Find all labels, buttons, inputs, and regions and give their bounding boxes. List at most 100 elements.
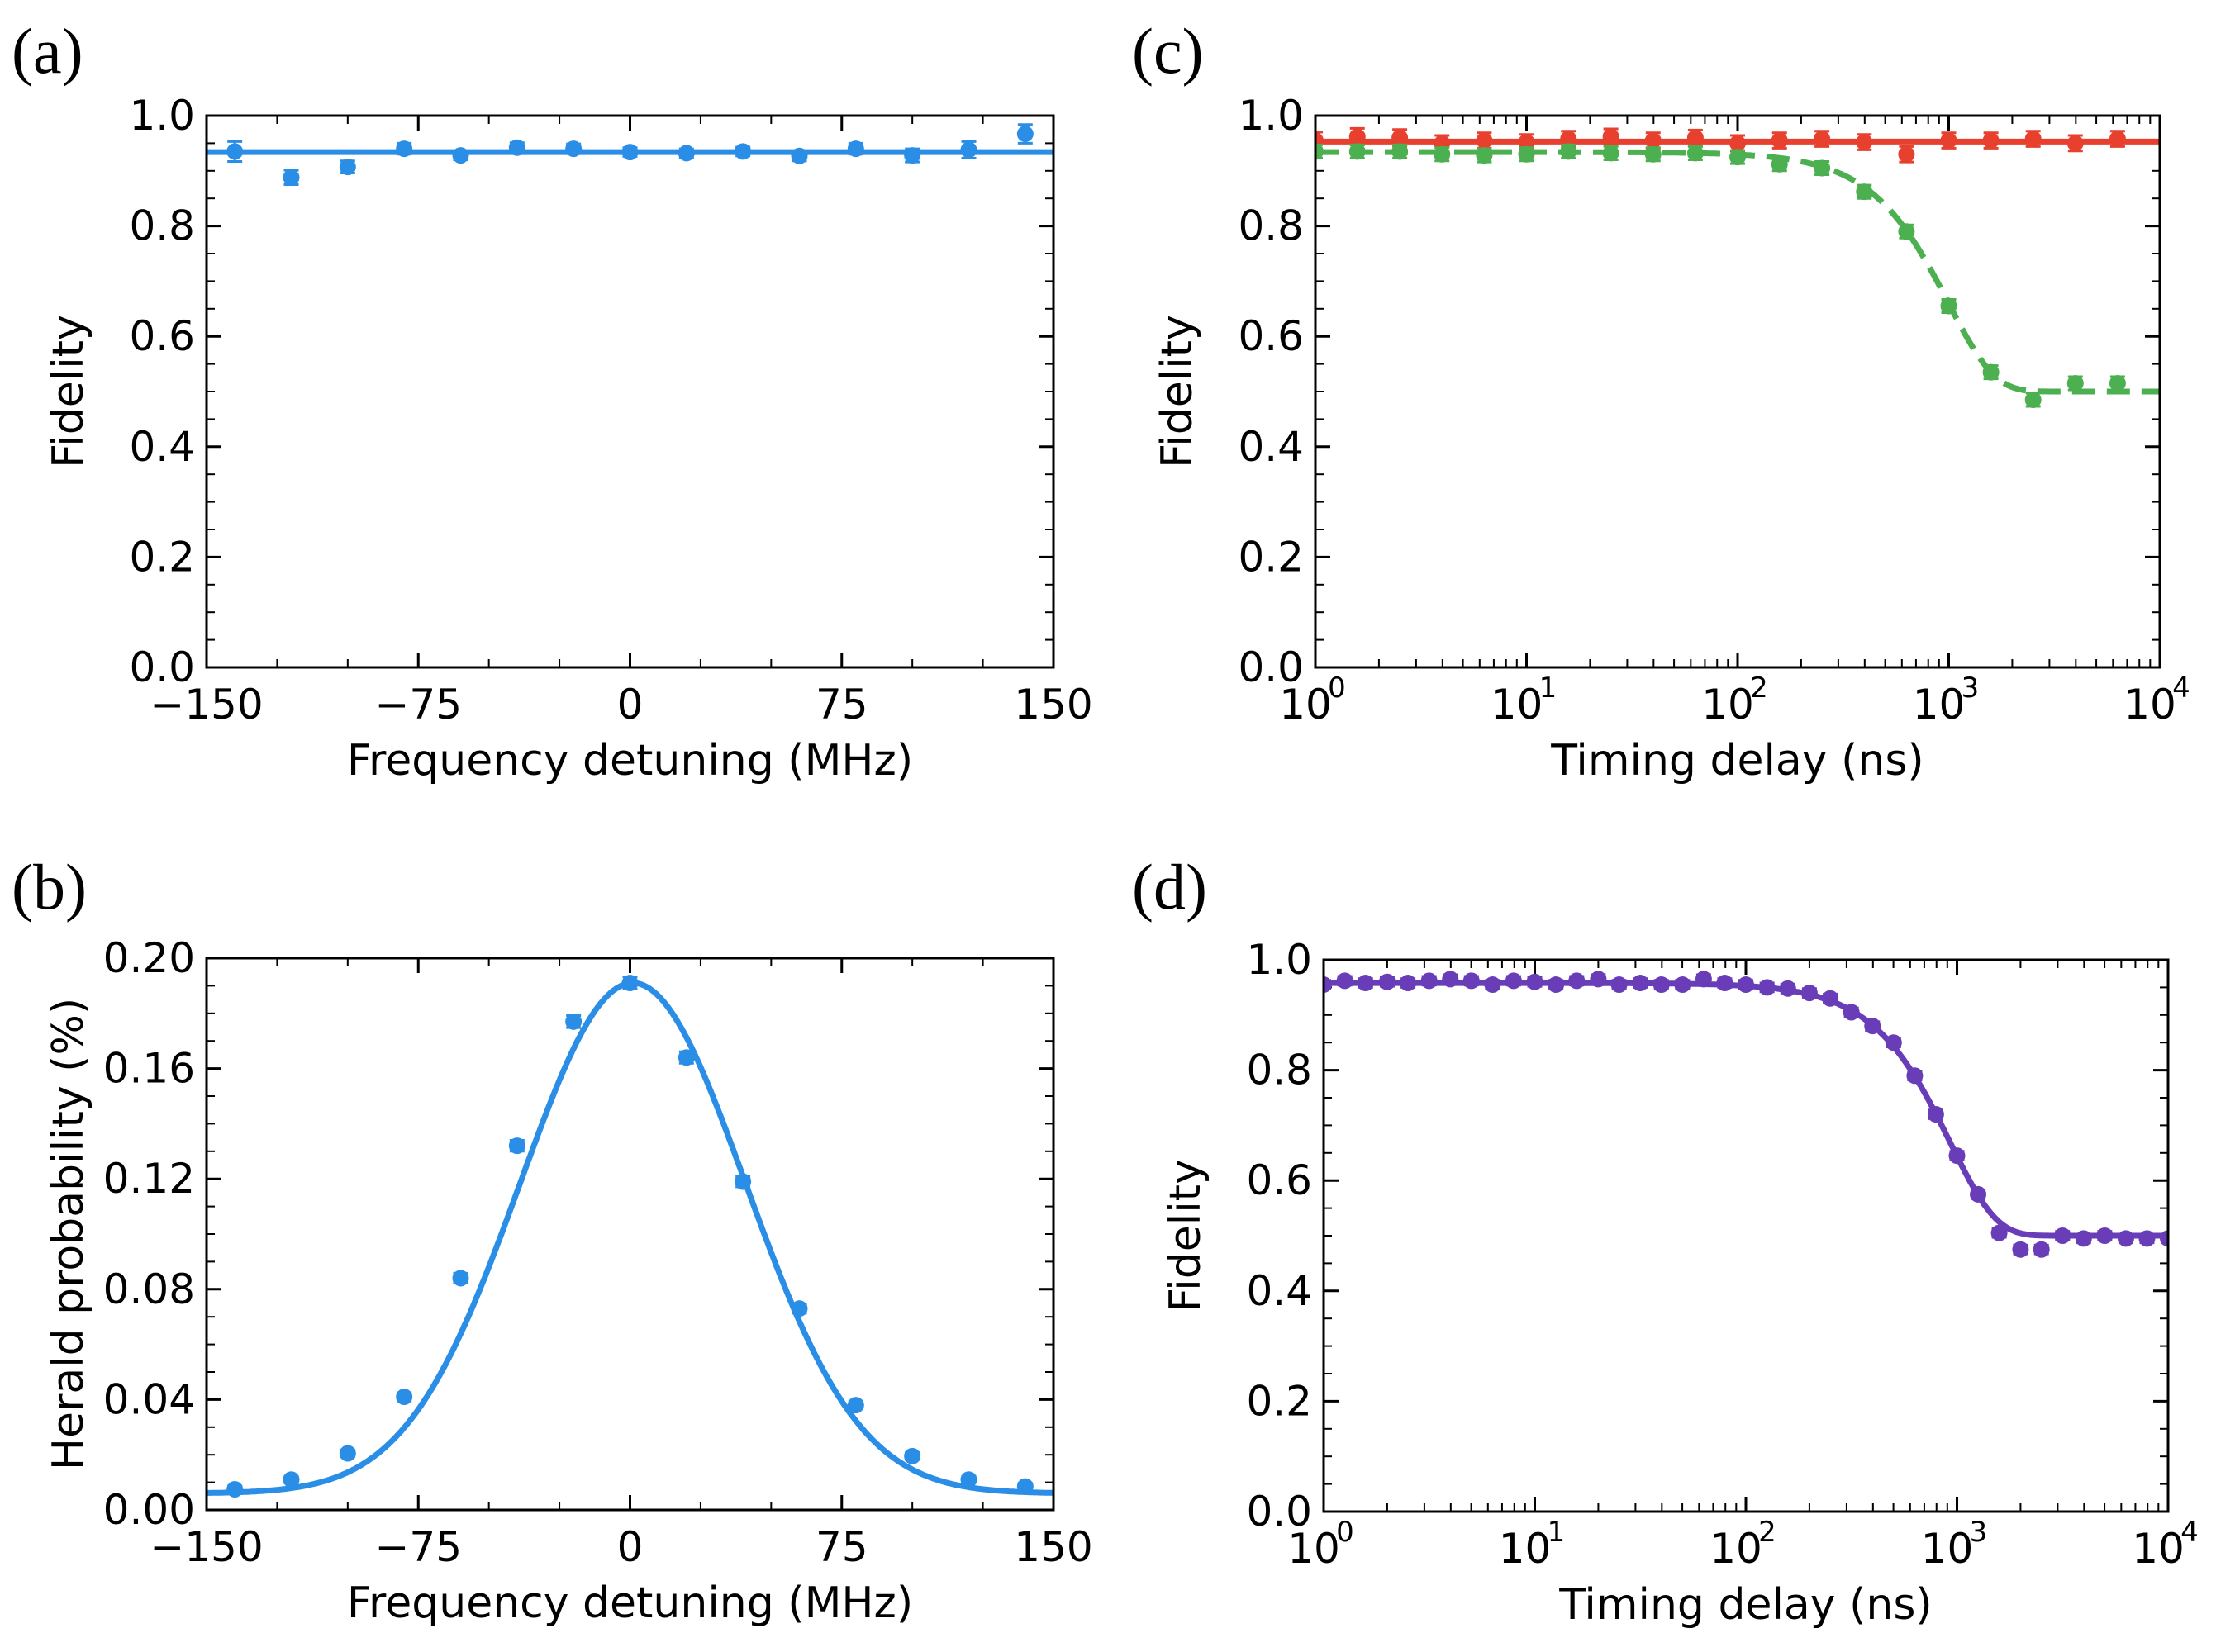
x-tick-label: −75 bbox=[374, 1523, 462, 1571]
fidelity-data-point bbox=[904, 147, 921, 164]
herald-data-point bbox=[847, 1397, 864, 1414]
fidelity-data-point bbox=[678, 145, 695, 162]
x-tick-label-exponent: 0 bbox=[1336, 1516, 1354, 1549]
green-data-point bbox=[1940, 297, 1957, 315]
herald-data-point bbox=[1016, 1478, 1034, 1495]
fidelity-data-point bbox=[452, 147, 469, 164]
panel-label: (b) bbox=[12, 851, 87, 923]
fidelity-data-point bbox=[621, 144, 639, 161]
purple-data-point bbox=[1590, 971, 1607, 988]
purple-data-point bbox=[1336, 972, 1353, 990]
herald-data-point bbox=[678, 1049, 695, 1066]
purple-data-point bbox=[1990, 1224, 2008, 1241]
purple-data-point bbox=[1400, 975, 1417, 992]
x-tick-label: 75 bbox=[816, 681, 868, 729]
green-data-point bbox=[1434, 145, 1451, 163]
green-data-point bbox=[1315, 143, 1324, 160]
red-data-point bbox=[1856, 134, 1873, 151]
y-tick-label: 0.4 bbox=[1246, 1267, 1312, 1315]
fidelity-data-point bbox=[283, 169, 300, 186]
purple-data-point bbox=[1800, 985, 1818, 1002]
purple-data-point bbox=[1779, 980, 1796, 997]
green-data-point bbox=[1771, 155, 1788, 173]
purple-data-point bbox=[1864, 1018, 1881, 1035]
purple-data-point bbox=[1738, 976, 1754, 994]
y-tick-label: 0.6 bbox=[129, 312, 195, 360]
x-tick-label-exponent: 3 bbox=[1970, 1516, 1988, 1549]
fidelity-data-point bbox=[960, 141, 977, 159]
y-axis-label: Herald probability (%) bbox=[44, 998, 93, 1470]
red-data-point bbox=[1729, 135, 1746, 152]
x-tick-label: −150 bbox=[150, 1523, 263, 1571]
purple-data-point bbox=[1632, 975, 1649, 992]
red-data-point bbox=[1982, 132, 2000, 150]
red-data-point bbox=[1898, 145, 1915, 163]
green-data-point bbox=[1644, 145, 1662, 163]
fidelity-data-point bbox=[735, 143, 752, 160]
green-fit-line bbox=[1315, 149, 2160, 395]
x-tick-label: 75 bbox=[816, 1523, 868, 1571]
purple-fit-line bbox=[1324, 980, 2168, 1239]
y-tick-label: 1.0 bbox=[129, 92, 195, 140]
purple-data-point bbox=[2096, 1227, 2114, 1244]
green-data-point bbox=[1856, 183, 1873, 201]
fidelity-data-point bbox=[565, 140, 583, 158]
purple-data-point bbox=[1420, 972, 1438, 990]
red-data-point bbox=[1602, 128, 1619, 145]
green-data-point bbox=[2109, 374, 2126, 392]
y-tick-label: 0.16 bbox=[103, 1045, 195, 1093]
x-tick-label-exponent: 2 bbox=[1750, 672, 1768, 705]
x-tick-label-exponent: 0 bbox=[1328, 672, 1346, 705]
purple-data-point bbox=[1758, 979, 1776, 996]
purple-data-point bbox=[1716, 975, 1733, 992]
y-tick-label: 0.2 bbox=[129, 533, 195, 581]
purple-data-point bbox=[1324, 976, 1332, 994]
x-tick-label: 0 bbox=[617, 1523, 644, 1571]
fidelity-data-point bbox=[226, 143, 244, 160]
purple-data-point bbox=[1927, 1106, 1944, 1123]
fidelity-data-point bbox=[791, 147, 808, 164]
purple-data-point bbox=[1568, 972, 1586, 990]
green-error-bar bbox=[1315, 143, 1323, 159]
panel-a: (a) 0.0 0.2 0.4 0.6 0.8 1.0 −150 −75 0 75 150 Freque… bbox=[12, 15, 1093, 786]
y-tick-label: 1.0 bbox=[1238, 92, 1304, 140]
purple-data-point bbox=[1822, 990, 1839, 1007]
herald-data-point bbox=[452, 1270, 469, 1287]
purple-data-point bbox=[1970, 1185, 1987, 1203]
herald-data-point bbox=[339, 1445, 356, 1462]
green-data-point bbox=[1814, 159, 1831, 177]
purple-data-point bbox=[1652, 976, 1670, 994]
y-tick-label: 0.0 bbox=[1238, 643, 1304, 691]
purple-data-point bbox=[1548, 976, 1565, 994]
purple-data-point bbox=[1357, 975, 1374, 992]
panel-b: (b) 0.00 0.04 0.08 0.12 0.16 0.20 −150 −75 0 75 150… bbox=[12, 851, 1093, 1628]
x-tick-label: 0 bbox=[617, 681, 644, 729]
herald-data-point bbox=[226, 1480, 244, 1498]
red-data-point bbox=[1476, 132, 1493, 150]
y-tick-label: 0.6 bbox=[1246, 1156, 1312, 1204]
y-tick-label: 0.08 bbox=[103, 1265, 195, 1313]
y-tick-label: 0.0 bbox=[1246, 1488, 1312, 1536]
green-data-point bbox=[1348, 143, 1366, 160]
fidelity-data-point bbox=[508, 139, 525, 156]
red-data-point bbox=[2066, 135, 2084, 152]
purple-data-point bbox=[1484, 976, 1501, 994]
purple-data-point bbox=[1610, 976, 1628, 994]
herald-data-point bbox=[508, 1137, 525, 1155]
herald-data-point bbox=[621, 975, 639, 992]
herald-data-point bbox=[960, 1471, 977, 1488]
red-data-point bbox=[1348, 128, 1366, 145]
y-tick-label: 0.04 bbox=[103, 1375, 195, 1423]
purple-data-point bbox=[2054, 1227, 2071, 1244]
green-data-point bbox=[1729, 149, 1746, 166]
y-tick-label: 0.8 bbox=[129, 202, 195, 250]
panel-label: (c) bbox=[1132, 15, 1204, 87]
herald-fit-line bbox=[207, 980, 1053, 1496]
purple-data-point bbox=[1885, 1034, 1902, 1051]
axes-frame bbox=[1322, 958, 2170, 1513]
x-tick-label: −150 bbox=[150, 681, 263, 729]
purple-data-point bbox=[2033, 1241, 2050, 1258]
x-axis-label: Frequency detuning (MHz) bbox=[347, 736, 913, 786]
purple-data-point bbox=[1906, 1067, 1924, 1085]
